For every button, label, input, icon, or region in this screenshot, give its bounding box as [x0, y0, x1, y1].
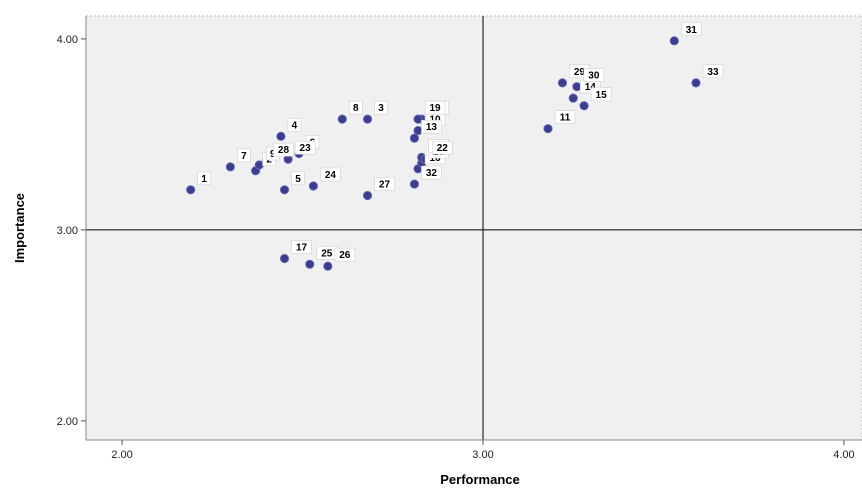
data-label-box	[374, 177, 395, 191]
data-point	[409, 179, 420, 189]
data-label: 7	[241, 151, 247, 162]
x-tick-label: 3.00	[472, 449, 493, 461]
data-label: 27	[379, 180, 391, 191]
data-point	[186, 185, 196, 195]
x-axis: 2.00 3.00 4.00	[86, 439, 862, 461]
data-label: 24	[325, 170, 337, 181]
y-tick-label: 3.00	[57, 225, 78, 237]
data-label-box	[702, 64, 724, 79]
data-label: 15	[596, 90, 608, 101]
data-point	[279, 185, 290, 195]
data-label-box	[421, 119, 442, 134]
data-label: 30	[588, 71, 600, 82]
data-label-box	[237, 148, 251, 163]
x-tick-label: 2.00	[111, 449, 132, 461]
data-label-box	[334, 247, 356, 262]
data-points	[186, 36, 701, 271]
data-label: 23	[300, 143, 312, 154]
x-tick-label: 4.00	[833, 449, 854, 461]
y-tick-label: 2.00	[57, 416, 78, 428]
y-axis: 2.00 3.00 4.00	[57, 16, 87, 440]
plot-area	[85, 15, 862, 441]
data-point	[413, 114, 423, 124]
data-labels: 1234567891011121314151617192021222324252…	[197, 22, 724, 262]
data-label-box	[197, 171, 211, 186]
data-point	[362, 114, 373, 124]
data-label: 14	[585, 82, 597, 93]
data-point	[572, 82, 582, 92]
data-label-box	[291, 171, 305, 186]
data-label-box	[348, 100, 363, 115]
data-label-box	[554, 110, 576, 124]
data-label: 25	[321, 248, 333, 259]
data-label: 31	[686, 25, 698, 36]
data-point	[543, 124, 553, 134]
data-label: 13	[426, 122, 438, 133]
data-label-box	[421, 165, 442, 180]
data-point	[362, 190, 373, 201]
data-point	[568, 93, 578, 103]
data-point	[409, 133, 420, 143]
data-label: 11	[560, 113, 571, 124]
data-label: 8	[353, 103, 359, 114]
data-label-box	[424, 100, 446, 115]
data-label-box	[291, 240, 312, 254]
data-label: 5	[295, 174, 301, 185]
data-label-box	[583, 68, 605, 82]
data-point	[337, 114, 347, 124]
data-point	[557, 78, 568, 88]
data-label-box	[681, 22, 702, 37]
data-point	[305, 259, 315, 269]
x-axis-title: Performance	[440, 472, 519, 487]
data-point	[276, 131, 286, 141]
data-label: 4	[292, 120, 298, 131]
reference-lines	[86, 16, 862, 440]
y-tick-label: 4.00	[57, 34, 78, 46]
data-label: 17	[296, 243, 308, 254]
data-label-box	[273, 142, 294, 157]
data-label-box	[294, 140, 316, 155]
data-label: 1	[201, 174, 207, 185]
data-point	[279, 253, 290, 264]
data-point	[308, 181, 318, 191]
data-label-box	[590, 87, 612, 102]
data-label: 3	[378, 103, 384, 114]
data-label: 26	[339, 250, 351, 261]
data-point	[579, 101, 589, 111]
data-point	[225, 162, 235, 172]
y-axis-title: Importance	[12, 193, 27, 263]
data-point	[691, 78, 701, 88]
data-label-box	[287, 118, 302, 132]
data-point	[669, 36, 679, 46]
data-point	[323, 261, 333, 271]
data-label: 32	[426, 168, 438, 179]
data-label-box	[320, 167, 341, 182]
data-label-box	[431, 140, 453, 155]
data-label: 33	[707, 67, 719, 78]
data-label: 9	[270, 149, 276, 160]
data-label: 22	[437, 143, 449, 154]
data-point	[413, 125, 423, 136]
data-label-box	[374, 100, 388, 115]
data-label: 19	[429, 103, 441, 114]
data-label: 28	[278, 145, 290, 156]
data-label: 29	[574, 67, 586, 78]
